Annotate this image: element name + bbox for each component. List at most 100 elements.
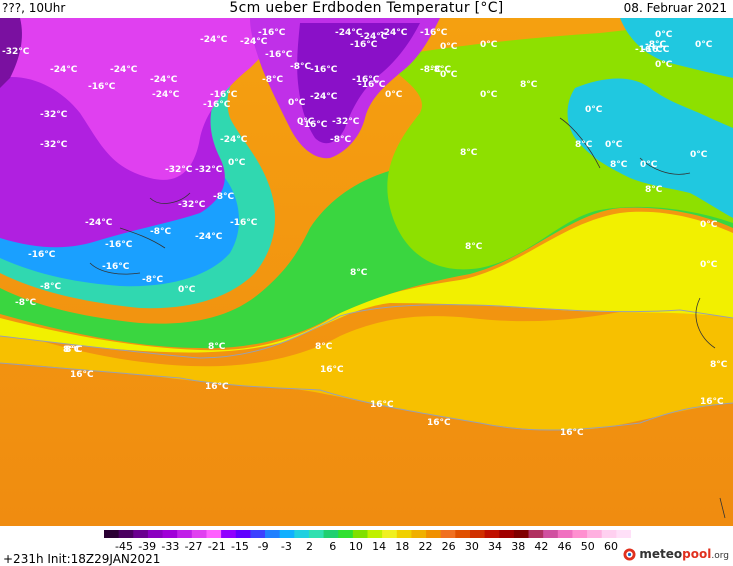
temperature-label: -24°C	[200, 35, 228, 45]
temperature-label: -16°C	[203, 100, 231, 110]
color-scale-tick-label: 10	[348, 540, 363, 553]
color-scale-swatch	[177, 530, 193, 538]
temperature-label: 0°C	[480, 40, 498, 50]
temperature-label: 8°C	[465, 242, 483, 252]
color-scale-swatch	[235, 530, 251, 538]
color-scale-tick-label: -3	[280, 540, 292, 553]
color-scale-swatch	[250, 530, 266, 538]
temperature-label: -32°C	[2, 47, 30, 57]
temperature-label: -16°C	[310, 65, 338, 75]
temperature-label: 8°C	[63, 345, 81, 355]
temperature-label: -16°C	[420, 28, 448, 38]
temperature-label: -8°C	[430, 65, 451, 75]
color-scale-swatch	[469, 530, 486, 538]
color-scale-tick-label: -27	[184, 540, 203, 553]
temperature-label: 0°C	[655, 60, 673, 70]
valid-date: 08. Februar 2021	[623, 1, 727, 15]
color-scale-tick-label: -9	[257, 540, 269, 553]
color-scale-swatch	[426, 530, 442, 538]
band-14-18	[0, 288, 733, 431]
color-scale-tick-label: 38	[511, 540, 526, 553]
temperature-label: 8°C	[610, 160, 628, 170]
color-scale-tick-label: -21	[207, 540, 226, 553]
temperature-label: 16°C	[70, 370, 94, 380]
color-scale-swatch	[528, 530, 544, 538]
temperature-label: 0°C	[700, 260, 718, 270]
temperature-label: 0°C	[288, 98, 306, 108]
temperature-label: -24°C	[150, 75, 178, 85]
temperature-label: -16°C	[105, 240, 133, 250]
color-scale-tick-label: 14	[372, 540, 387, 553]
color-scale-swatch	[543, 530, 559, 538]
color-scale-tick-label: -45	[115, 540, 133, 553]
init-time-label: +231h Init:18Z29JAN2021	[3, 552, 161, 566]
temperature-label: -32°C	[178, 200, 206, 210]
color-scale-swatch	[147, 530, 164, 538]
color-scale-tick-label: -15	[230, 540, 249, 553]
temperature-label: -24°C	[85, 218, 113, 228]
temperature-label: -32°C	[332, 117, 360, 127]
color-scale-swatch	[162, 530, 178, 538]
header: ???, 10Uhr 5cm ueber Erdboden Temperatur…	[0, 0, 733, 18]
temperature-label: 0°C	[640, 160, 658, 170]
temperature-label: -16°C	[635, 45, 663, 55]
temperature-label: -16°C	[300, 120, 328, 130]
color-scale-swatch	[118, 530, 134, 538]
color-scale-swatch	[484, 530, 500, 538]
color-scale-swatch	[308, 530, 325, 538]
temperature-label: -8°C	[142, 275, 163, 285]
color-scale-tick-label: 60	[604, 540, 618, 553]
band-6-10	[380, 18, 733, 270]
temperature-label: -16°C	[350, 40, 378, 50]
temperature-label: 8°C	[575, 140, 593, 150]
temperature-label: -24°C	[110, 65, 138, 75]
color-scale-swatch	[352, 530, 368, 538]
temperature-label: 8°C	[520, 80, 538, 90]
band-10-14	[0, 211, 733, 353]
temperature-label: -16°C	[258, 28, 286, 38]
color-scale-tick-label: 6	[329, 540, 337, 553]
color-scale-swatch	[323, 530, 339, 538]
map-title: 5cm ueber Erdboden Temperatur [°C]	[229, 0, 504, 16]
temperature-label: 16°C	[427, 418, 451, 428]
temperature-label: 0°C	[440, 42, 458, 52]
temperature-label: 0°C	[297, 117, 315, 127]
color-scale-swatch	[382, 530, 398, 538]
brand-main: meteo	[639, 547, 683, 561]
temperature-label: -8°C	[290, 62, 311, 72]
temperature-label: 0°C	[585, 105, 603, 115]
temperature-label: -24°C	[195, 232, 223, 242]
temperature-label: -8°C	[420, 65, 441, 75]
deep-cold-nw	[0, 18, 22, 88]
temperature-label: -32°C	[40, 140, 68, 150]
color-scale-bar	[104, 530, 631, 538]
color-scale-tick-label: 34	[488, 540, 503, 553]
temperature-label: -16°C	[265, 50, 293, 60]
temperature-label: -16°C	[358, 80, 386, 90]
temperature-label: -16°C	[88, 82, 116, 92]
temperature-label: -8°C	[213, 192, 234, 202]
color-scale-swatch	[191, 530, 207, 538]
cold-core-west	[0, 18, 270, 180]
color-scale-swatch	[133, 530, 149, 538]
temperature-label: 0°C	[178, 285, 196, 295]
temperature-label: 8°C	[645, 185, 663, 195]
temperature-label: 16°C	[320, 365, 344, 375]
temperature-label: -24°C	[310, 92, 338, 102]
temperature-label: 8°C	[315, 342, 333, 352]
meteopool-logo[interactable]: meteopool.org	[623, 547, 729, 561]
temperature-label: -32°C	[165, 165, 193, 175]
temperature-label: -8°C	[645, 40, 666, 50]
temperature-label: 8°C	[350, 268, 368, 278]
color-scale-tick-label: 18	[395, 540, 410, 553]
temperature-label: 0°C	[228, 158, 246, 168]
color-scale-ticks: -45 -39 -33 -27 -21 -15 -9 -3 2 6 10 14 18 22 26 30 34 38…	[104, 540, 631, 553]
color-scale-swatch	[513, 530, 530, 538]
contour-line	[0, 362, 733, 431]
temperature-label: -32°C	[40, 110, 68, 120]
color-scale-swatch	[601, 530, 617, 538]
temperature-labels: -32°C -24°C -24°C -16°C -24°C -24°C -16°C -16°C…	[2, 28, 728, 438]
color-scale-swatch	[499, 530, 515, 538]
temperature-label: -24°C	[50, 65, 78, 75]
color-scale-swatch	[455, 530, 471, 538]
